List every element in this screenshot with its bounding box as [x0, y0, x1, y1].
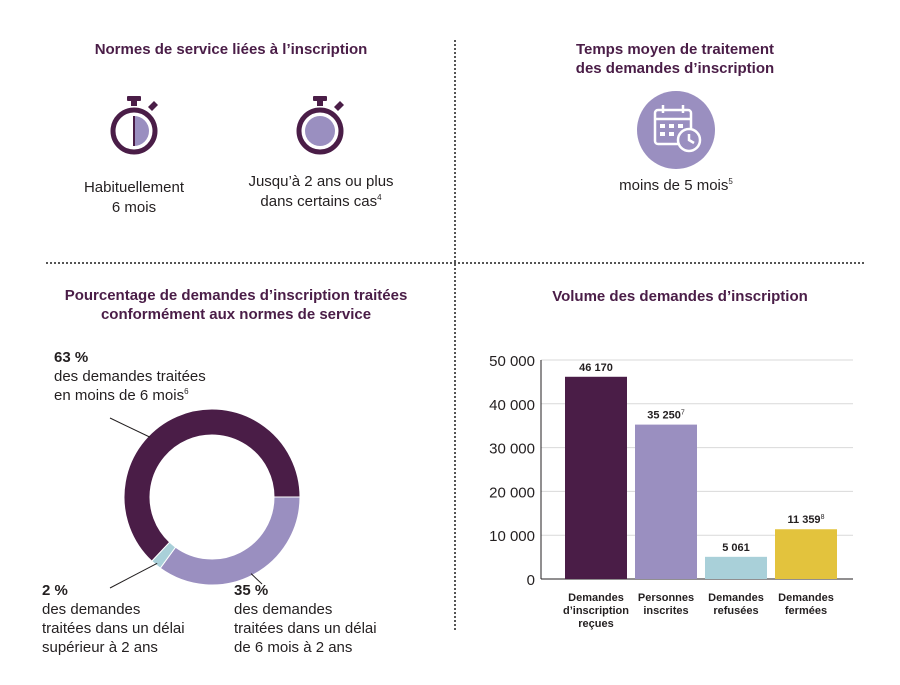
category-label: Demandes fermées [778, 592, 834, 617]
extended-norm-text: Jusqu’à 2 ans ou plus dans certains cas4 [248, 173, 394, 210]
panel4-title: Volume des demandes d’inscription [552, 288, 808, 305]
avg-time-text: moins de 5 mois5 [619, 177, 733, 194]
bar-chart: 0 10 000 20 000 30 000 40 000 50 000 46 170 Dem… [489, 353, 853, 630]
y-tick-label: 40 000 [489, 397, 535, 414]
panel1-title: Normes de service liées à l’inscription [94, 41, 368, 58]
label-35: 35 % des demandes traitées dans un délai… [234, 582, 377, 656]
stopwatch-full-icon [296, 96, 344, 155]
y-tick-label: 20 000 [489, 484, 535, 501]
leader-line-63 [109, 417, 151, 438]
label-63: 63 % des demandes traitées en moins de 6… [54, 349, 206, 404]
donut-slice-35 [159, 496, 301, 586]
category-label: Demandes refusées [708, 592, 764, 617]
category-label: Demandes d’inscription reçues [563, 592, 629, 630]
usual-norm-text: Habituellement 6 mois [83, 179, 185, 216]
leader-line-35 [250, 573, 263, 585]
bar-2 [705, 556, 767, 579]
panel3-title: Pourcentage de demandes d’inscription tr… [64, 287, 408, 323]
calendar-clock-icon [637, 91, 715, 169]
y-tick-label: 30 000 [489, 441, 535, 458]
leader-line-2 [109, 562, 158, 589]
y-tick-label: 0 [527, 572, 535, 589]
bar-value-label: 5 061 [722, 542, 750, 554]
label-2: 2 % des demandes traitées dans un délai … [42, 582, 185, 656]
donut-chart [109, 408, 301, 589]
stopwatch-half-icon [110, 96, 158, 155]
vertical-divider [454, 40, 456, 630]
bar-value-label: 11 3598 [788, 514, 825, 526]
bar-value-label: 35 2507 [647, 410, 685, 422]
bar-3 [775, 529, 837, 579]
horizontal-divider [46, 262, 864, 264]
y-tick-label: 50 000 [489, 353, 535, 370]
y-tick-label: 10 000 [489, 528, 535, 545]
bar-1 [635, 424, 697, 579]
panel2-title: Temps moyen de traitement des demandes d… [575, 41, 775, 77]
category-label: Personnes inscrites [638, 592, 694, 617]
bar-value-label: 46 170 [579, 362, 613, 374]
bar-0 [565, 376, 627, 579]
donut-slice-63 [123, 408, 301, 562]
